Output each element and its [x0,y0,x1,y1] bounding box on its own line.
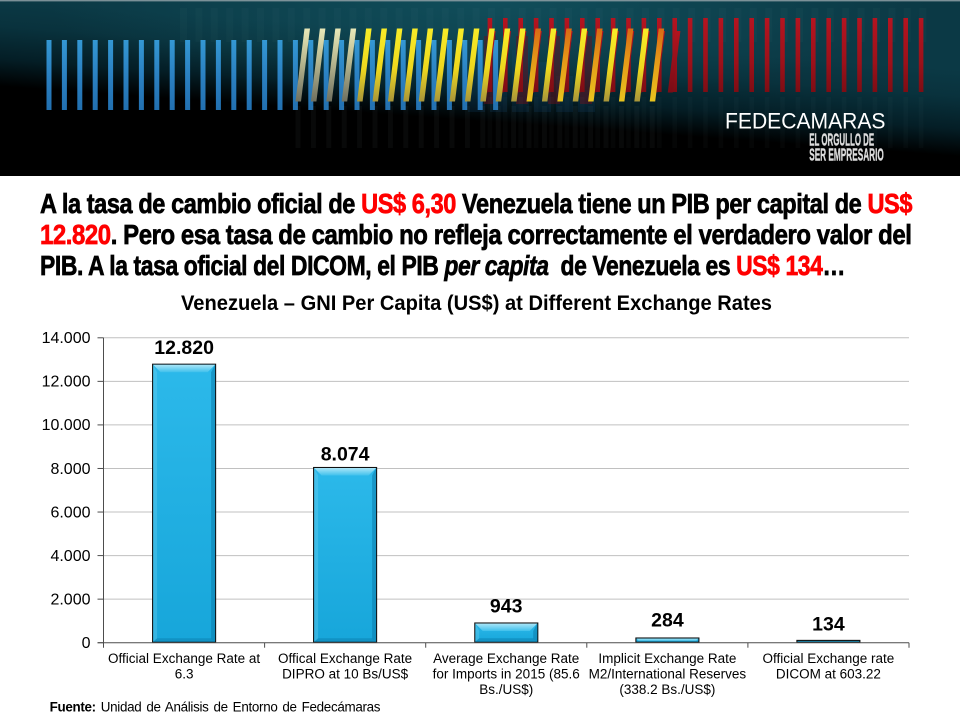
svg-text:for Imports in 2015 (85.6: for Imports in 2015 (85.6 [433,667,580,682]
svg-text:FEDECAMARAS: FEDECAMARAS [725,108,886,133]
svg-text:Average Exchange Rate: Average Exchange Rate [433,651,579,666]
svg-text:284: 284 [651,610,684,632]
svg-text:8.000: 8.000 [50,461,90,478]
svg-text:12.000: 12.000 [42,374,91,391]
svg-text:M2/International Reserves: M2/International Reserves [589,667,747,682]
svg-text:6.3: 6.3 [175,667,194,682]
svg-text:Official Exchange rate: Official Exchange rate [762,651,894,666]
svg-text:0: 0 [82,635,91,652]
svg-text:Offical Exchange Rate: Offical Exchange Rate [278,651,412,666]
svg-text:Venezuela – GNI Per Capita (US: Venezuela – GNI Per Capita (US$) at Diff… [181,292,772,315]
svg-text:Fuente: Unidad de Análisis de: Fuente: Unidad de Análisis de Entorno de… [50,700,381,715]
svg-text:6.000: 6.000 [50,504,90,521]
svg-text:14.000: 14.000 [42,330,91,347]
svg-text:12.820: 12.820 [154,337,214,359]
svg-text:(338.2 Bs./US$): (338.2 Bs./US$) [619,682,715,697]
svg-text:EL ORGULLO DE: EL ORGULLO DE [809,129,874,149]
svg-text:4.000: 4.000 [50,548,90,565]
svg-text:SER EMPRESARIO: SER EMPRESARIO [809,145,884,165]
svg-text:8.074: 8.074 [321,444,370,466]
svg-text:Implicit Exchange Rate: Implicit Exchange Rate [598,651,736,666]
svg-text:DIPRO at 10 Bs/US$: DIPRO at 10 Bs/US$ [282,667,409,682]
svg-text:DICOM at 603.22: DICOM at 603.22 [776,667,881,682]
svg-text:Bs./US$): Bs./US$) [479,682,533,697]
svg-text:10.000: 10.000 [42,417,91,434]
svg-text:943: 943 [490,596,523,618]
svg-text:2.000: 2.000 [50,591,90,608]
svg-text:134: 134 [812,613,845,635]
svg-text:Official Exchange Rate at: Official Exchange Rate at [108,651,260,666]
